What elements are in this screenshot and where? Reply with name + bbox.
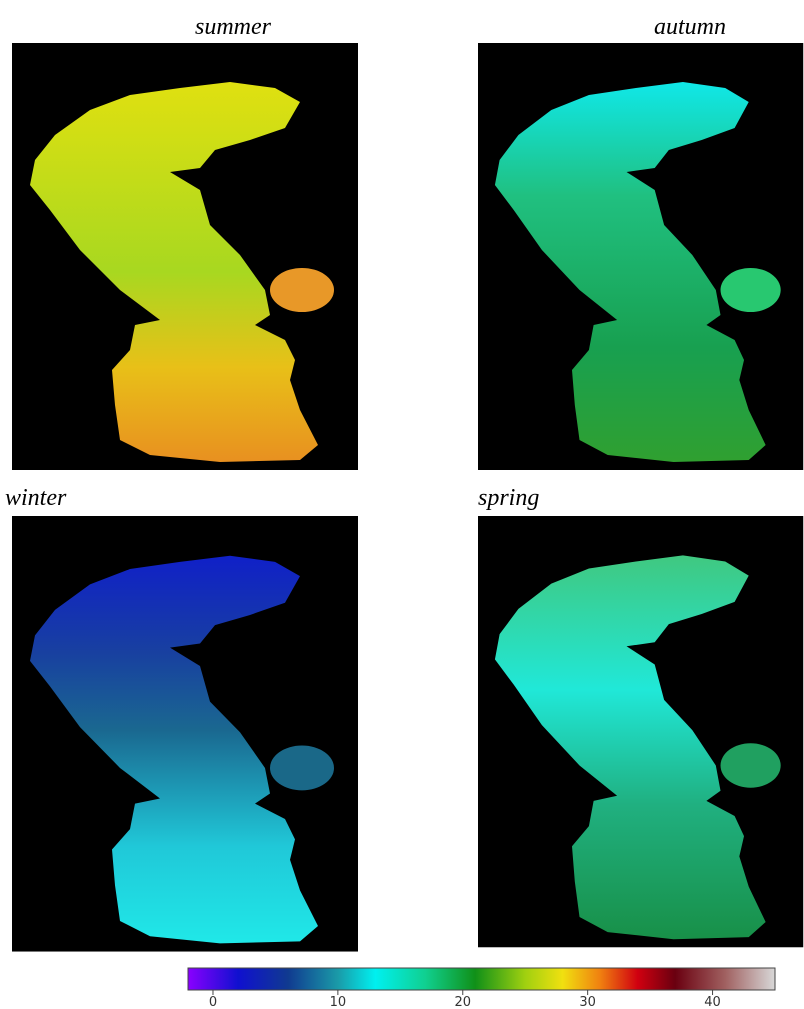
figure: summer autumn winter spring 0 10 20 30 40	[0, 0, 804, 1009]
panel-title: summer	[195, 14, 272, 40]
page: summer autumn winter spring 010203040 ((…	[0, 0, 804, 1009]
tick-label: 30	[579, 995, 596, 1009]
map-panel	[12, 43, 358, 470]
map-panel	[478, 43, 803, 470]
panel-title: winter	[5, 485, 67, 511]
map-panel	[478, 516, 803, 947]
tick-label: 10	[330, 995, 347, 1009]
map-panel	[12, 516, 358, 952]
bay-surface	[270, 746, 334, 791]
panel-title: spring	[478, 485, 539, 511]
bay-surface	[270, 268, 334, 312]
bay-surface	[721, 268, 781, 312]
tick-label: 40	[704, 995, 721, 1009]
tick-label: 0	[209, 995, 217, 1009]
panel-title: autumn	[654, 14, 726, 40]
bay-surface	[721, 743, 781, 787]
tick-label: 20	[454, 995, 471, 1009]
colorbar	[188, 968, 775, 990]
